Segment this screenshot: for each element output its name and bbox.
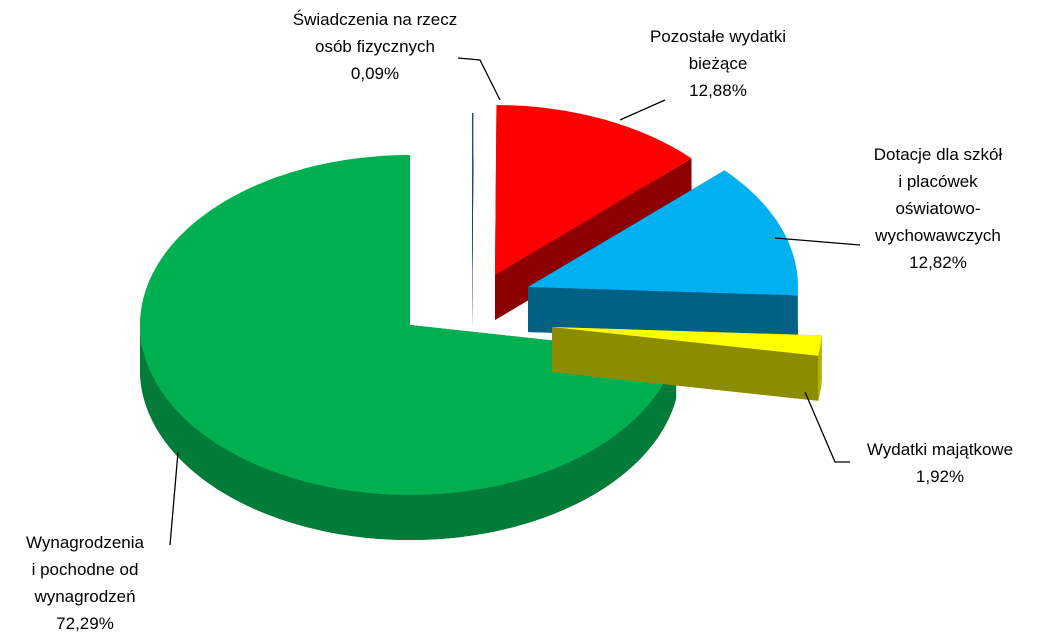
slice — [552, 327, 822, 401]
leader-line — [774, 237, 861, 246]
slice-side — [140, 325, 677, 540]
leader-line — [169, 451, 179, 546]
leader-lines — [169, 57, 861, 546]
slice — [140, 155, 677, 495]
slice — [472, 113, 474, 283]
value-label: 12,82% — [909, 253, 967, 272]
pie — [140, 105, 822, 540]
slice — [472, 113, 474, 328]
value-label: 72,29% — [56, 614, 114, 633]
value-label: 12,88% — [689, 81, 747, 100]
leader-line — [457, 57, 501, 101]
slice — [528, 170, 798, 296]
slice-side — [818, 335, 822, 401]
value-label: 0,09% — [351, 64, 399, 83]
labels: Świadczenia na rzecz osób fizycznych 0,09%… — [26, 10, 1013, 633]
slice-wall — [472, 113, 474, 328]
slice — [528, 170, 798, 341]
value-label: 1,92% — [916, 467, 964, 486]
slice — [140, 155, 677, 540]
leader-line — [619, 99, 666, 121]
category-label: Świadczenia na rzecz osób fizycznych — [293, 10, 457, 56]
slice-wall — [552, 327, 819, 401]
slice — [552, 327, 822, 356]
category-label: Wynagrodzenia i pochodne od wynagrodzeń — [26, 533, 145, 606]
slice — [495, 105, 692, 275]
category-label: Wydatki majątkowe — [867, 440, 1013, 459]
slice-wall — [528, 287, 798, 341]
leader-line — [804, 391, 850, 463]
category-label: Pozostałe wydatki bieżące — [650, 27, 786, 73]
category-label: Dotacje dla szkół i placówek oświatowo-wyc… — [874, 145, 1003, 245]
